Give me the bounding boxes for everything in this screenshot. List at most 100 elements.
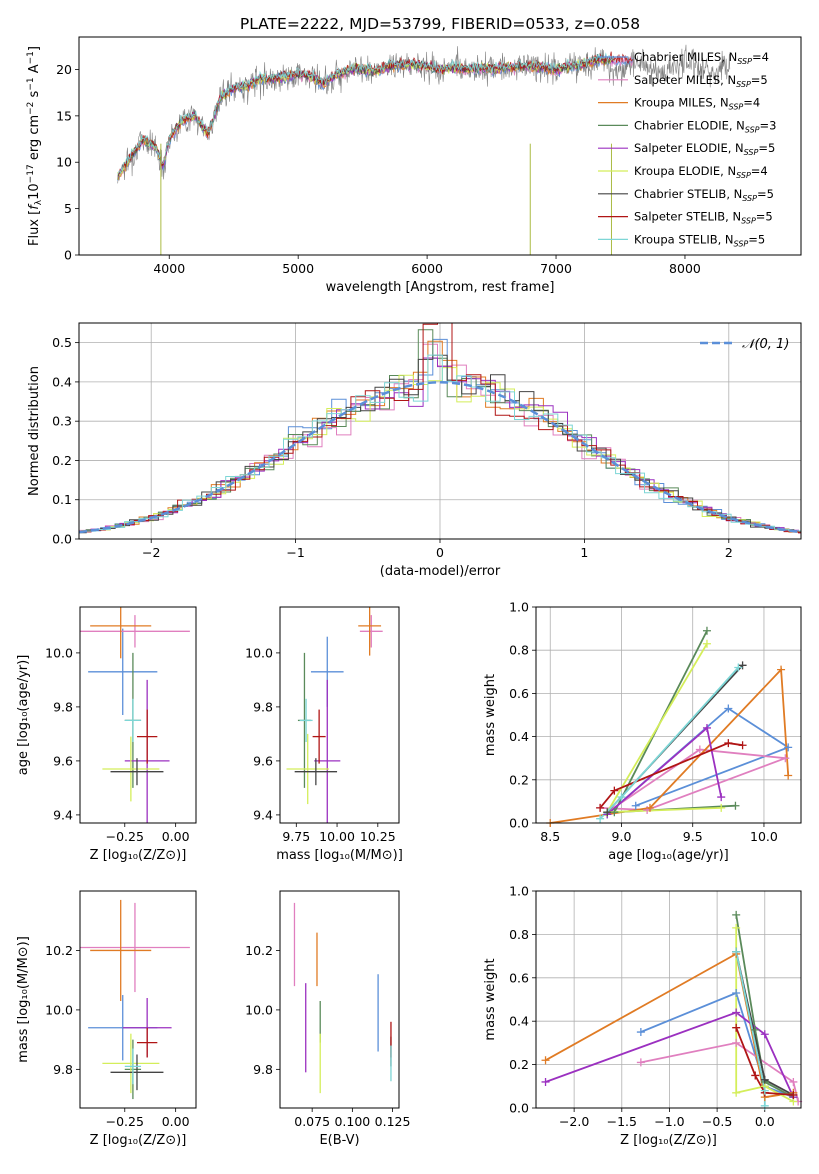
y-tick-label: 0.2 [509, 1057, 529, 1072]
y-tick-label: 10.2 [45, 943, 73, 958]
y-axis-label: Normed distribution [27, 366, 42, 496]
legend-label: Salpeter MILES, NSSP=5 [634, 73, 768, 89]
x-axis-label: Z [log₁₀(Z/Z⊙)] [90, 1133, 187, 1148]
y-tick-label: 10.2 [245, 943, 273, 958]
y-tick-label: 10.0 [245, 645, 273, 660]
x-axis-label: mass [log₁₀(M/M⊙)] [276, 848, 403, 863]
histogram-chabrier-miles [79, 338, 801, 533]
axes-frame [79, 606, 197, 824]
x-tick-label: 9.5 [683, 829, 703, 844]
weight-marker [784, 743, 793, 752]
y-tick-label: 9.8 [53, 699, 73, 714]
x-tick-label: 10.25 [360, 829, 396, 844]
weight-marker [596, 814, 605, 823]
weight-marker [636, 1058, 645, 1067]
weight-marker [732, 923, 741, 932]
y-tick-label: 9.6 [53, 753, 73, 768]
plot-area [293, 902, 392, 1094]
x-tick-label: 8.5 [540, 829, 560, 844]
plot-weight_vs_Z: −2.0 −1.5 −1.0 −0.5 0.0 0.0 0.2 0.4 0.6 0.8 1.0 Z [… [483, 884, 803, 1148]
y-tick-label: 0.8 [509, 643, 529, 658]
plot-area [79, 323, 801, 534]
axes-frame [279, 606, 400, 824]
y-tick-label: 9.6 [253, 753, 273, 768]
axes-frame [535, 890, 802, 1109]
y-tick-label: 10.0 [45, 1002, 73, 1017]
x-tick-label: −1 [286, 545, 304, 560]
axes-frame [78, 322, 802, 540]
weight-marker [751, 1071, 760, 1080]
y-tick-label: 9.8 [253, 699, 273, 714]
y-tick-label: 0.5 [52, 335, 72, 350]
weight-marker [596, 803, 605, 812]
weight-marker [784, 771, 793, 780]
weight-marker [724, 739, 733, 748]
x-tick-label: 6000 [411, 261, 443, 276]
y-tick-label: 0.0 [509, 1101, 529, 1116]
x-tick-label: 2 [725, 545, 733, 560]
weight-marker [789, 1090, 798, 1099]
weight-marker [760, 1086, 769, 1095]
plot-spectrum: 4000 5000 6000 7000 8000 0 5 10 15 20 wavelength [… [26, 36, 802, 295]
plot-area [286, 607, 383, 823]
weight-marker [732, 988, 741, 997]
weight-marker [724, 704, 733, 713]
y-tick-label: 0.0 [509, 816, 529, 831]
y-tick-label: 0.4 [509, 1014, 529, 1029]
y-tick-label: 0.3 [52, 414, 72, 429]
weight-line-kroupa-miles [550, 667, 790, 823]
y-tick-label: 0.2 [52, 453, 72, 468]
legend-label: Salpeter ELODIE, NSSP=5 [634, 141, 775, 157]
normal-curve [79, 381, 801, 534]
x-tick-label: 8000 [669, 261, 701, 276]
axes-frame [279, 890, 400, 1109]
weight-line-salpeter-stelib [599, 742, 743, 809]
weight-marker [717, 803, 726, 812]
weight-marker [732, 1023, 741, 1032]
y-tick-label: 0.1 [52, 492, 72, 507]
y-tick-label: 0 [64, 248, 72, 263]
y-tick-label: 9.8 [53, 1062, 73, 1077]
y-tick-label: 0.4 [509, 729, 529, 744]
weight-marker [789, 1077, 798, 1086]
x-tick-label: −2.0 [559, 1114, 589, 1129]
plot-area [545, 914, 799, 1106]
legend-label: Kroupa STELIB, NSSP=5 [634, 232, 765, 248]
model-line-kroupa-stelib [117, 52, 614, 175]
axes-frame [535, 606, 802, 824]
x-tick-label: −0.25 [106, 1114, 144, 1129]
weight-marker [541, 1056, 550, 1065]
plot-age_vs_mass: 9.75 10.00 10.25 9.4 9.6 9.8 10.0 mass [log₁₀(M… [245, 606, 403, 863]
plot-mass_vs_Z: −0.25 0.00 9.8 10.0 10.2 Z [log₁₀(Z/Z⊙)] mass … [16, 890, 197, 1148]
y-axis-label: mass [log₁₀(M/M⊙)] [16, 936, 31, 1063]
axes-frame [78, 36, 802, 256]
weight-marker [541, 1077, 550, 1086]
weight-marker [610, 808, 619, 817]
x-tick-label: 10.0 [750, 829, 778, 844]
weight-line-kroupa-stelib [599, 666, 739, 820]
x-tick-label: 0.125 [375, 1114, 411, 1129]
y-tick-label: 0.8 [509, 927, 529, 942]
x-tick-label: −1.5 [607, 1114, 637, 1129]
x-axis-label: wavelength [Angstrom, rest frame] [326, 280, 555, 295]
weight-marker [702, 626, 711, 635]
y-tick-label: 9.4 [253, 807, 273, 822]
weight-line-chabrier-miles [640, 991, 794, 1099]
y-tick-label: 10 [56, 155, 72, 170]
y-tick-label: 0.6 [509, 686, 529, 701]
weight-marker [751, 1025, 760, 1034]
weight-marker [760, 1030, 769, 1039]
plot-area [80, 899, 190, 1100]
plot-area [80, 607, 190, 823]
y-tick-label: 9.8 [253, 1062, 273, 1077]
weight-marker [781, 754, 790, 763]
weight-marker [617, 793, 626, 802]
x-tick-label: −0.5 [702, 1114, 732, 1129]
weight-marker [760, 1101, 769, 1110]
weight-line-salpeter-stelib [735, 1027, 794, 1096]
x-tick-label: 1 [580, 545, 588, 560]
y-tick-label: 1.0 [509, 884, 529, 899]
y-tick-label: 9.4 [53, 807, 73, 822]
